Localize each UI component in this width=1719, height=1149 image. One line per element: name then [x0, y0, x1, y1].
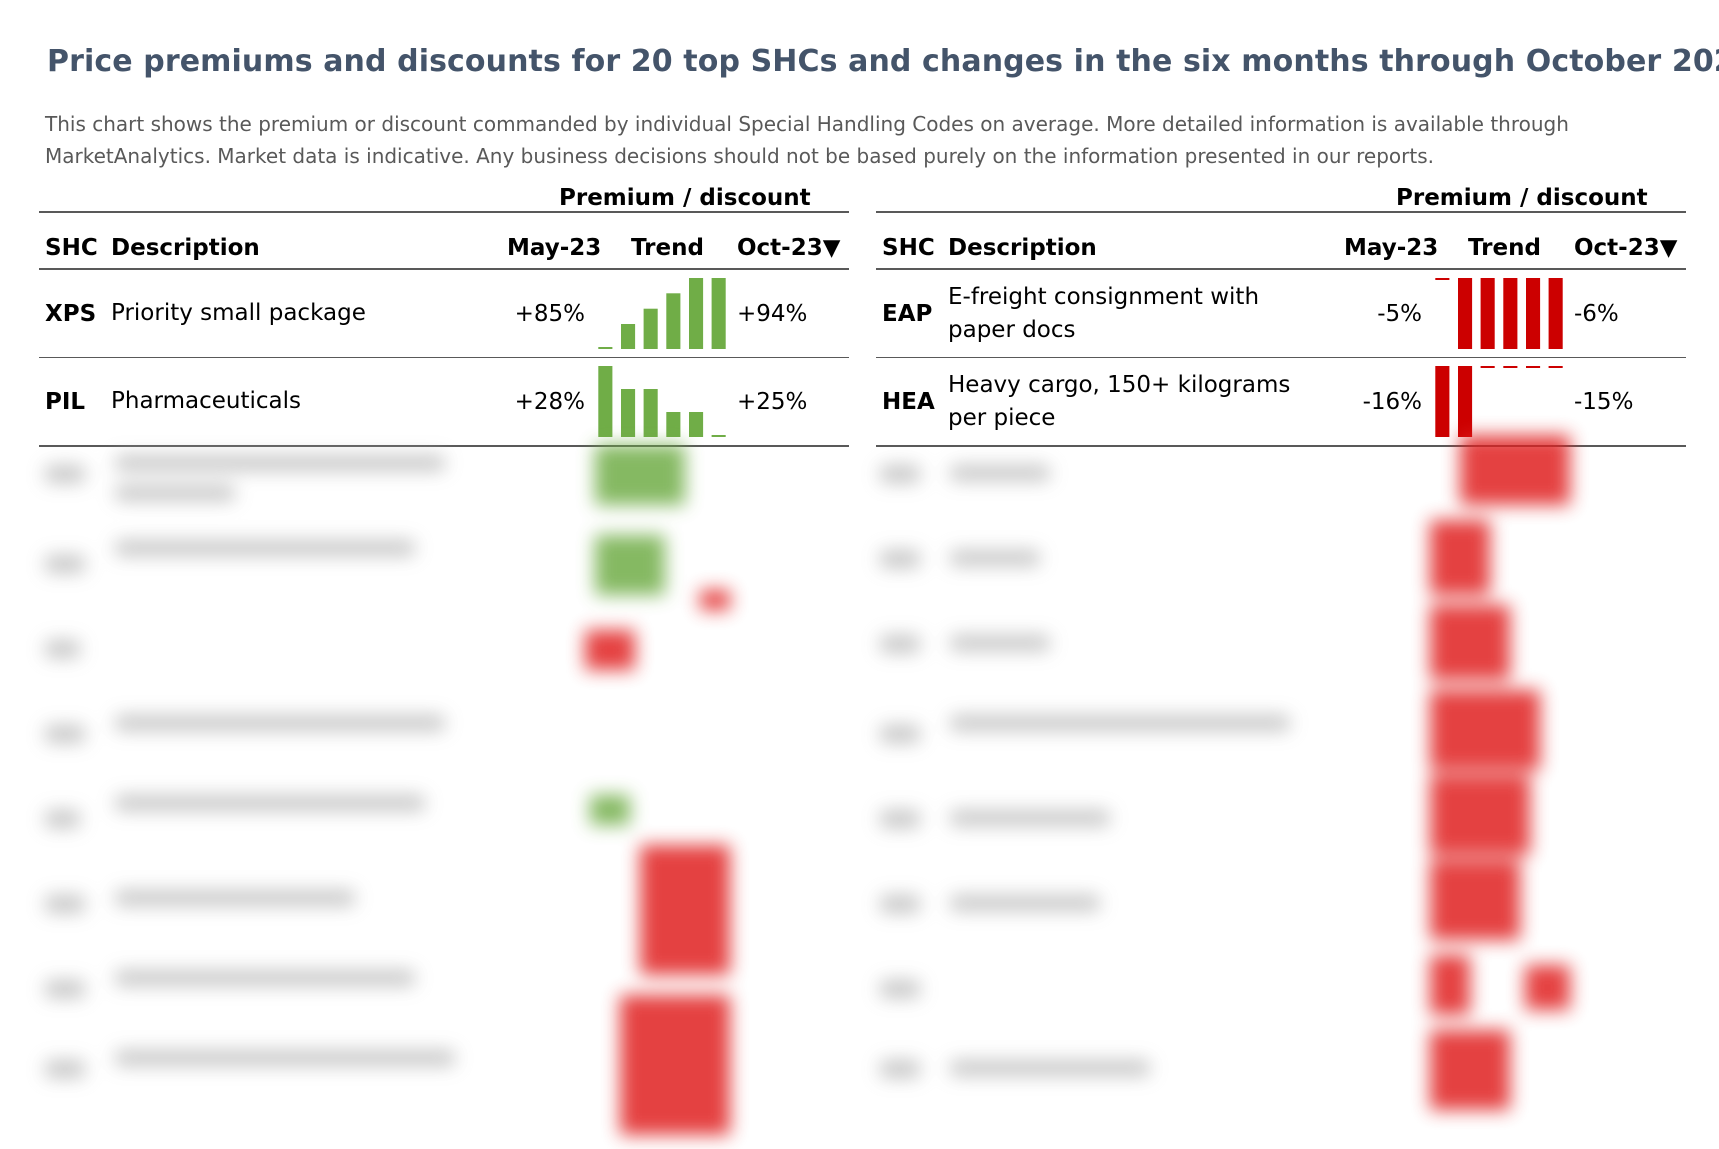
description-column-header: Description	[111, 235, 260, 261]
trend-bar	[1458, 366, 1473, 437]
trend-column-header: Trend	[1468, 235, 1541, 261]
group-rule	[876, 211, 1686, 213]
trend-sparkline	[1435, 366, 1563, 437]
trend-bar	[689, 412, 704, 437]
table-bottom-rule	[876, 445, 1686, 447]
trend-bar	[1548, 366, 1563, 368]
description-column-header: Description	[948, 235, 1097, 261]
oct-value: +94%	[737, 300, 808, 327]
shc-description: Heavy cargo, 150+ kilograms per piece	[948, 371, 1291, 431]
trend-bar	[1503, 278, 1518, 349]
header-rule	[39, 268, 849, 270]
table-row: XPS Priority small package +85% +94%	[39, 270, 849, 357]
trend-column-header: Trend	[631, 235, 704, 261]
may-value: -5%	[1377, 300, 1422, 327]
trend-bar	[1435, 366, 1450, 437]
premium-discount-header: Premium / discount	[559, 185, 811, 211]
trend-bar	[1526, 278, 1541, 349]
trend-bar	[689, 278, 704, 349]
may-value: +28%	[514, 388, 585, 415]
row-divider	[39, 357, 849, 358]
trend-sparkline	[598, 278, 726, 349]
trend-bar	[1503, 366, 1518, 368]
trend-bar	[621, 324, 636, 349]
shc-column-header: SHC	[882, 235, 935, 261]
shc-code: PIL	[45, 388, 86, 415]
trend-bar	[1480, 278, 1495, 349]
chart-subtitle: This chart shows the premium or discount…	[45, 112, 1569, 168]
shc-code: XPS	[45, 300, 97, 327]
trend-bar	[1480, 366, 1495, 368]
trend-bar	[1526, 366, 1541, 368]
shc-code: EAP	[882, 300, 933, 327]
trend-bar	[598, 366, 613, 437]
table-row: PIL Pharmaceuticals +28% +25%	[39, 358, 849, 445]
trend-bar	[621, 389, 636, 437]
may-value: -16%	[1362, 388, 1422, 415]
oct-column-header: Oct-23▼	[1574, 235, 1678, 261]
oct-value: +25%	[737, 388, 808, 415]
trend-bar	[711, 278, 726, 349]
chart-title: Price premiums and discounts for 20 top …	[47, 44, 1719, 79]
may-column-header: May-23	[1344, 235, 1439, 261]
trend-bar	[666, 412, 681, 437]
may-column-header: May-23	[507, 235, 602, 261]
row-divider	[876, 357, 1686, 358]
trend-sparkline	[1435, 278, 1563, 349]
trend-bar	[666, 293, 681, 349]
table-row: EAP E-freight consignment with paper doc…	[876, 270, 1686, 357]
header-rule	[876, 268, 1686, 270]
oct-value: -15%	[1574, 388, 1634, 415]
trend-bar	[1435, 278, 1450, 280]
premium-discount-header: Premium / discount	[1396, 185, 1648, 211]
oct-column-header: Oct-23▼	[737, 235, 841, 261]
table-bottom-rule	[39, 445, 849, 447]
oct-value: -6%	[1574, 300, 1619, 327]
trend-bar	[1548, 278, 1563, 349]
shc-code: HEA	[882, 388, 935, 415]
shc-description: Priority small package	[111, 300, 366, 326]
group-rule	[39, 211, 849, 213]
trend-sparkline	[598, 366, 726, 437]
may-value: +85%	[514, 300, 585, 327]
shc-description: Pharmaceuticals	[111, 388, 301, 414]
trend-bar	[1458, 278, 1473, 349]
trend-bar	[711, 435, 726, 437]
table-row: HEA Heavy cargo, 150+ kilograms per piec…	[876, 358, 1686, 445]
trend-bar	[598, 347, 613, 349]
blurred-rows-overlay	[0, 435, 1719, 1149]
trend-bar	[643, 389, 658, 437]
shc-column-header: SHC	[45, 235, 98, 261]
shc-description: E-freight consignment with paper docs	[948, 283, 1260, 343]
trend-bar	[643, 308, 658, 349]
